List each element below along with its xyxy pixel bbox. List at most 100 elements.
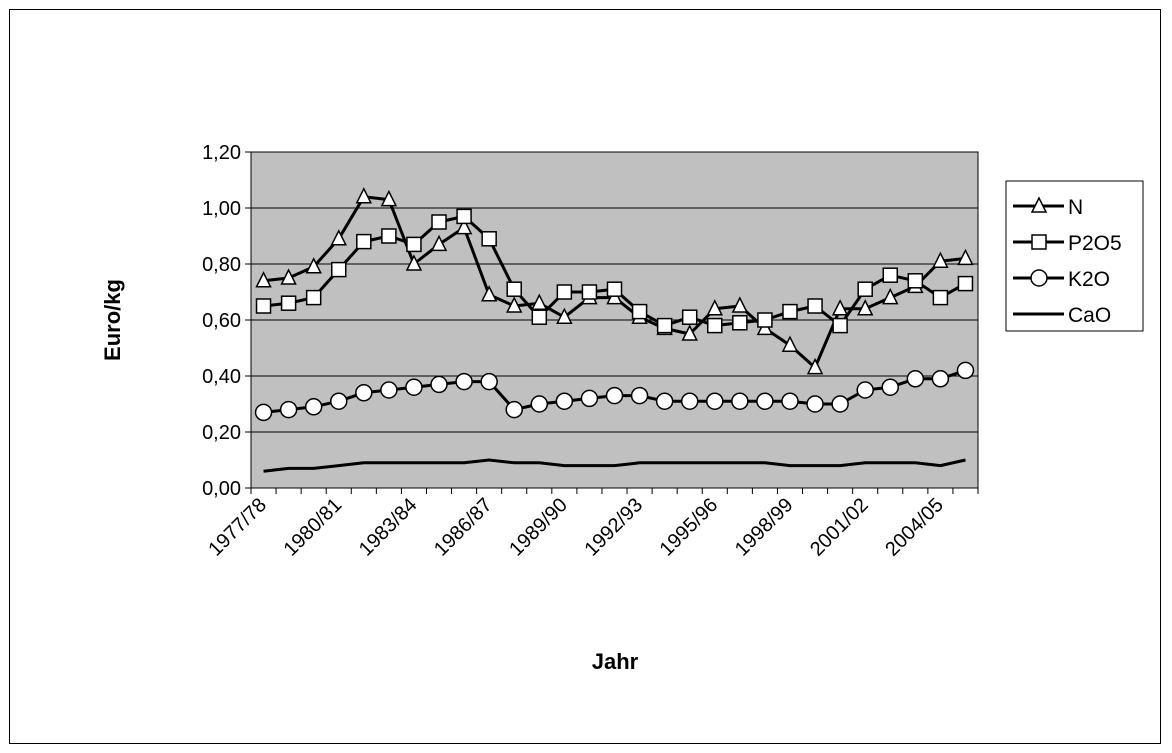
x-tick-label: 1980/81 [280, 494, 347, 561]
data-point-k2o [405, 378, 423, 396]
data-point-n [255, 271, 272, 288]
data-point-k2o [806, 395, 824, 413]
y-tick-label: 1,00 [202, 198, 241, 220]
series-group [254, 187, 975, 473]
data-point-p2o5 [656, 317, 673, 334]
y-tick-label: 0,60 [202, 310, 241, 332]
data-point-p2o5 [882, 267, 899, 283]
data-point-p2o5 [356, 233, 372, 250]
data-point-k2o [254, 403, 273, 422]
data-point-n [932, 251, 949, 268]
data-point-p2o5 [280, 295, 297, 311]
data-point-p2o5 [857, 281, 873, 297]
line-chart: 0,00 0,20 0,40 0,60 0,80 1,00 1,20 1977/78 1980… [100, 142, 1144, 674]
data-point-p2o5 [957, 275, 974, 292]
data-point-n [556, 307, 573, 324]
data-point-n [706, 299, 723, 316]
data-point-k2o [856, 381, 874, 399]
legend-label-k2o: K2O [1068, 268, 1110, 291]
data-point-k2o [455, 372, 473, 391]
data-point-n [731, 296, 749, 313]
data-point-k2o [329, 392, 348, 410]
data-point-k2o [580, 389, 599, 408]
data-point-k2o [430, 375, 448, 394]
data-point-n [305, 257, 322, 274]
y-axis-title: Euro/kg [100, 279, 125, 361]
data-point-p2o5 [782, 303, 798, 320]
x-tick-label: 1989/90 [505, 494, 572, 561]
data-point-k2o [505, 400, 523, 419]
data-point-p2o5 [381, 228, 397, 244]
data-point-k2o [781, 392, 799, 410]
x-tick-label: 1983/84 [355, 494, 422, 561]
data-point-p2o5 [330, 261, 347, 278]
data-point-n [531, 293, 548, 310]
data-point-p2o5 [681, 309, 698, 325]
x-tick-label: 1986/87 [430, 494, 497, 561]
legend-item-cao: CaO [1013, 304, 1111, 327]
data-point-p2o5 [531, 309, 548, 325]
legend-item-k2o: K2O [1013, 268, 1110, 291]
data-point-p2o5 [807, 298, 823, 314]
data-point-n [806, 357, 824, 375]
series-p2o5 [255, 208, 974, 334]
data-point-p2o5 [556, 284, 573, 300]
data-point-n [957, 248, 974, 266]
y-axis: 0,00 0,20 0,40 0,60 0,80 1,00 1,20 [202, 142, 251, 500]
data-point-p2o5 [707, 317, 723, 334]
data-point-n [781, 335, 799, 352]
data-point-n [681, 324, 698, 341]
chart-frame: 0,00 0,20 0,40 0,60 0,80 1,00 1,20 1977/78 1980… [9, 9, 1161, 744]
y-tick-label: 0,20 [202, 422, 241, 444]
y-tick-label: 0,80 [202, 254, 241, 276]
data-point-p2o5 [581, 284, 598, 300]
data-point-p2o5 [506, 281, 522, 297]
series-k2o [254, 361, 975, 422]
legend: N P2O5 K2O CaO [1005, 180, 1144, 332]
y-tick-label: 1,20 [202, 142, 241, 164]
legend-marker-n [1030, 196, 1048, 213]
data-point-p2o5 [431, 214, 447, 230]
data-point-p2o5 [757, 312, 773, 328]
legend-marker-k2o [1030, 269, 1048, 287]
x-tick-label: 1977/78 [204, 494, 271, 561]
data-point-p2o5 [606, 281, 623, 297]
data-point-n [405, 254, 423, 271]
gridlines [251, 207, 978, 433]
data-point-k2o [555, 392, 574, 410]
data-point-k2o [304, 398, 323, 416]
data-point-p2o5 [305, 289, 322, 306]
data-point-n [380, 189, 398, 207]
data-point-p2o5 [732, 315, 748, 331]
data-point-p2o5 [631, 303, 648, 320]
data-point-k2o [355, 384, 373, 402]
x-axis-title: Jahr [592, 649, 639, 674]
data-point-p2o5 [481, 231, 497, 247]
data-point-n [856, 299, 874, 316]
data-point-n [882, 287, 899, 305]
data-point-n [330, 229, 347, 246]
y-tick-label: 0,40 [202, 366, 241, 388]
x-tick-label: 2004/05 [881, 494, 948, 561]
legend-item-n: N [1013, 196, 1083, 219]
legend-item-p2o5: P2O5 [1013, 232, 1122, 255]
data-point-p2o5 [255, 298, 272, 314]
legend-label-p2o5: P2O5 [1068, 232, 1122, 255]
data-point-n [455, 217, 473, 235]
data-point-p2o5 [456, 208, 472, 225]
x-tick-label: 2001/02 [806, 494, 873, 561]
data-point-k2o [756, 392, 774, 410]
data-point-k2o [931, 370, 950, 388]
legend-label-n: N [1068, 196, 1083, 219]
x-tick-label: 1998/99 [731, 494, 798, 561]
data-point-p2o5 [832, 317, 848, 334]
x-tick-label: 1995/96 [656, 494, 723, 561]
data-point-p2o5 [406, 236, 422, 253]
legend-marker-p2o5 [1031, 234, 1047, 250]
data-point-n [430, 234, 448, 252]
series-cao [263, 458, 966, 473]
data-point-k2o [706, 392, 724, 410]
x-tick-label: 1992/93 [580, 494, 647, 561]
data-point-k2o [630, 386, 649, 405]
data-point-k2o [956, 361, 975, 380]
